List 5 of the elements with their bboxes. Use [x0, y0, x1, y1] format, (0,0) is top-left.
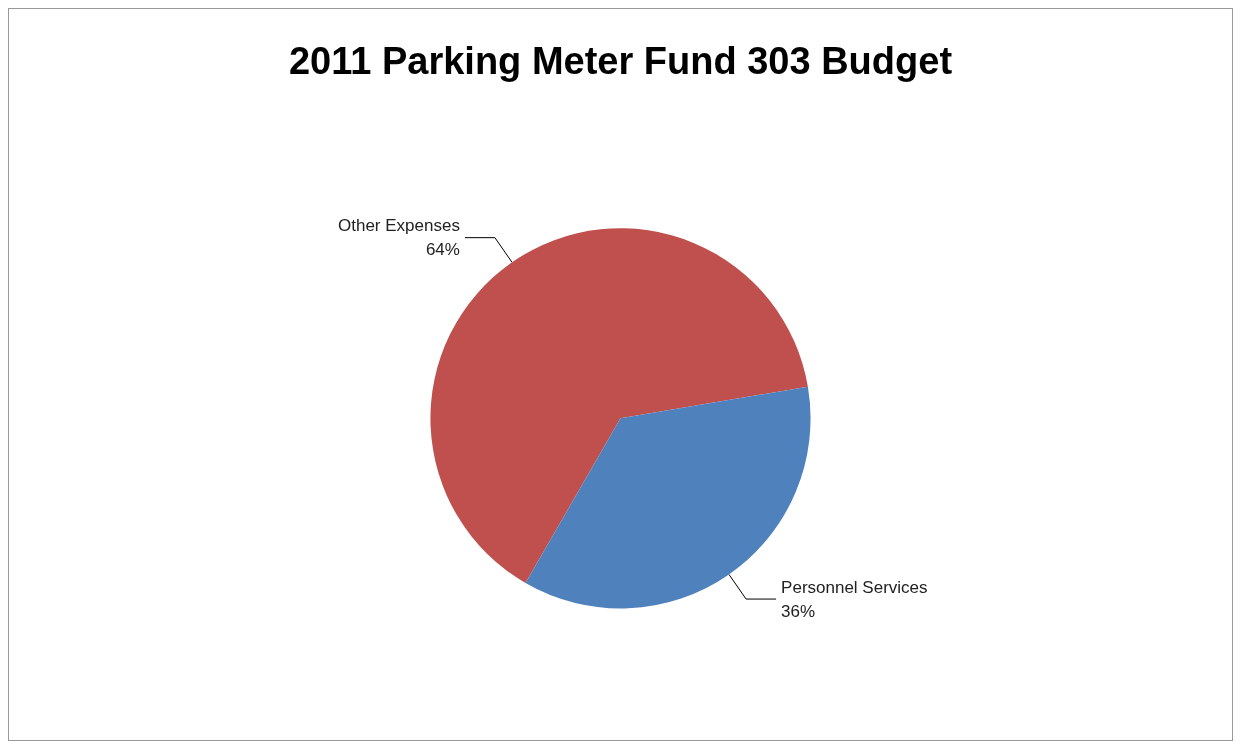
slice-label: Personnel Services [781, 577, 928, 597]
chart-title: 2011 Parking Meter Fund 303 Budget [288, 40, 953, 82]
data-label: 36% [781, 601, 816, 621]
slice-label: Other Expenses [338, 216, 460, 236]
data-label: 64% [425, 240, 460, 260]
